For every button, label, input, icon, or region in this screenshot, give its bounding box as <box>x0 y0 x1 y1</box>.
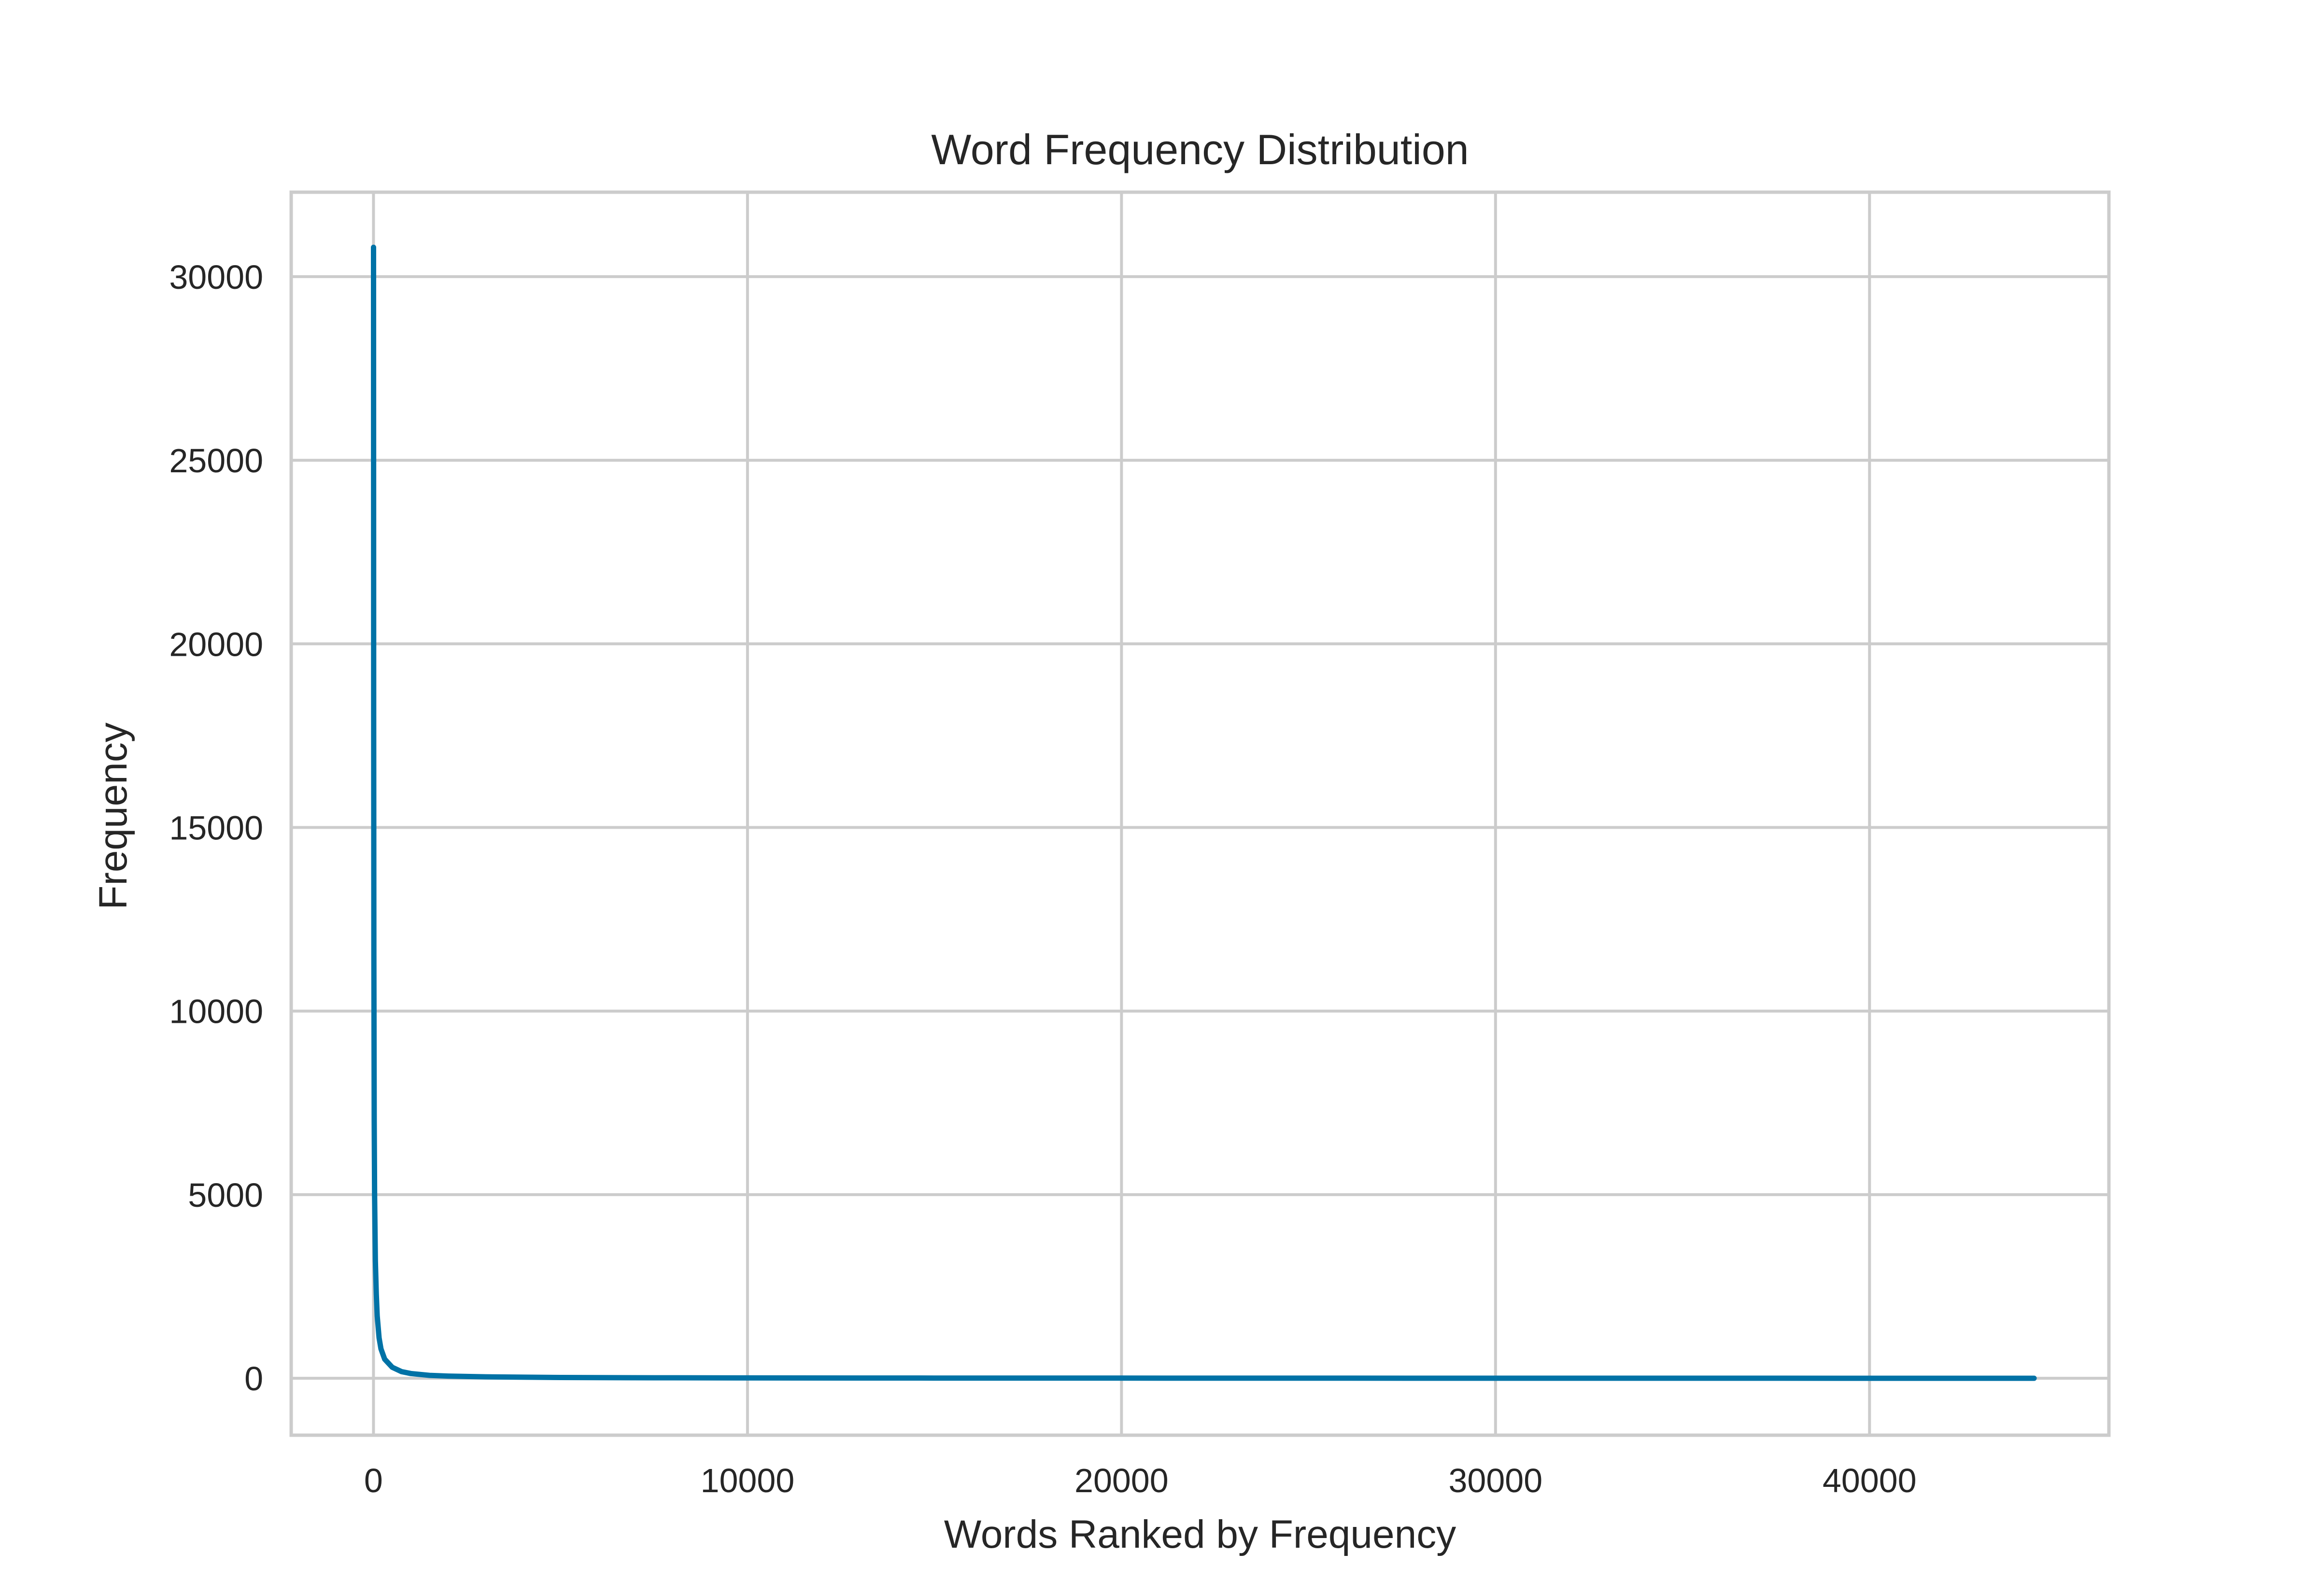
y-tick-label: 15000 <box>169 809 263 847</box>
frequency-line <box>371 244 2037 1381</box>
y-tick-label: 25000 <box>169 442 263 480</box>
series-lines <box>371 244 2037 1381</box>
x-tick-label: 0 <box>364 1462 383 1499</box>
x-tick-label: 30000 <box>1449 1462 1543 1499</box>
y-tick-label: 10000 <box>169 993 263 1031</box>
x-tick-label: 10000 <box>701 1462 795 1499</box>
x-tick-label: 20000 <box>1074 1462 1169 1499</box>
tick-labels: 0 10000 20000 30000 40000 0 5000 10000 15000 2000… <box>169 258 1916 1499</box>
y-tick-label: 0 <box>244 1360 263 1398</box>
y-tick-label: 30000 <box>169 258 263 296</box>
y-axis-label: Frequency <box>91 722 135 909</box>
plot-frame <box>289 190 2111 1437</box>
plot-border <box>289 190 2111 1437</box>
chart-title: Word Frequency Distribution <box>931 126 1469 173</box>
y-tick-label: 20000 <box>169 625 263 663</box>
x-axis-label: Words Ranked by Frequency <box>944 1512 1456 1556</box>
x-tick-label: 40000 <box>1823 1462 1917 1499</box>
y-tick-label: 5000 <box>188 1176 263 1214</box>
